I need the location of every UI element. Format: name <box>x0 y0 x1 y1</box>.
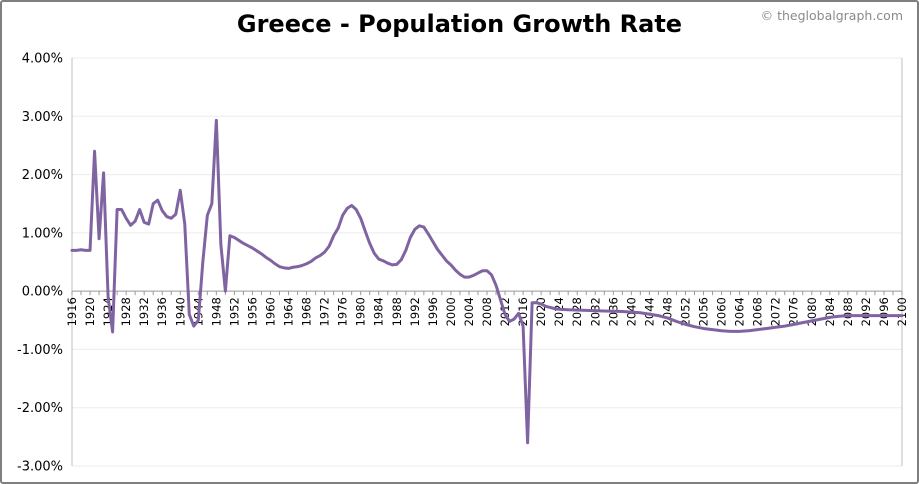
x-tick-label: 2048 <box>660 297 674 326</box>
y-tick-label: 0.00% <box>22 285 63 300</box>
x-tick-label: 1920 <box>83 297 97 326</box>
x-tick-label: 2072 <box>769 297 783 326</box>
series-line <box>70 118 904 445</box>
x-tick-label: 1948 <box>209 297 223 326</box>
x-tick-label: 2056 <box>697 297 711 326</box>
x-tick-label: 1936 <box>155 297 169 326</box>
x-tick-label: 2044 <box>642 297 656 326</box>
y-tick-label: 3.00% <box>22 110 63 125</box>
credit-text: © theglobalgraph.com <box>760 8 903 23</box>
x-tick-label: 1972 <box>318 297 332 326</box>
x-tick-label: 1976 <box>336 297 350 326</box>
x-tick-label: 1984 <box>372 297 386 326</box>
x-tick-label: 2084 <box>823 297 837 326</box>
x-tick-label: 1916 <box>65 297 79 326</box>
y-tick-label: 4.00% <box>22 52 63 67</box>
x-tick-label: 2024 <box>552 297 566 326</box>
y-tick-label: -1.00% <box>17 343 63 358</box>
y-tick-label: -2.00% <box>17 401 63 416</box>
y-tick-label: -3.00% <box>17 460 63 475</box>
x-tick-label: 2052 <box>678 297 692 326</box>
y-tick-label: 2.00% <box>22 168 63 183</box>
x-tick-label: 1960 <box>263 297 277 326</box>
x-tick-label: 1968 <box>300 297 314 326</box>
x-tick-label: 2076 <box>787 297 801 326</box>
chart-title: Greece - Population Growth Rate <box>236 10 683 38</box>
x-tick-label: 2028 <box>570 297 584 326</box>
x-tick-label: 1996 <box>426 297 440 326</box>
x-tick-label: 2060 <box>715 297 729 326</box>
x-tick-label: 2064 <box>733 297 747 326</box>
x-tick-label: 1940 <box>173 297 187 326</box>
x-tick-label: 1956 <box>245 297 259 326</box>
x-tick-label: 1988 <box>390 297 404 326</box>
x-tick-label: 1928 <box>119 297 133 326</box>
x-tick-label: 1964 <box>282 297 296 326</box>
x-tick-label: 2008 <box>480 297 494 326</box>
x-tick-label: 1980 <box>354 297 368 326</box>
x-tick-label: 2004 <box>462 297 476 326</box>
x-tick-label: 1932 <box>137 297 151 326</box>
x-tick-label: 1952 <box>227 297 241 326</box>
y-tick-label: 1.00% <box>22 226 63 241</box>
x-tick-label: 2088 <box>841 297 855 326</box>
x-tick-label: 1992 <box>408 297 422 326</box>
x-tick-label: 2100 <box>895 297 909 326</box>
x-tick-label: 2068 <box>751 297 765 326</box>
x-tick-label: 2092 <box>859 297 873 326</box>
x-tick-label: 2096 <box>877 297 891 326</box>
x-tick-label: 2000 <box>444 297 458 326</box>
